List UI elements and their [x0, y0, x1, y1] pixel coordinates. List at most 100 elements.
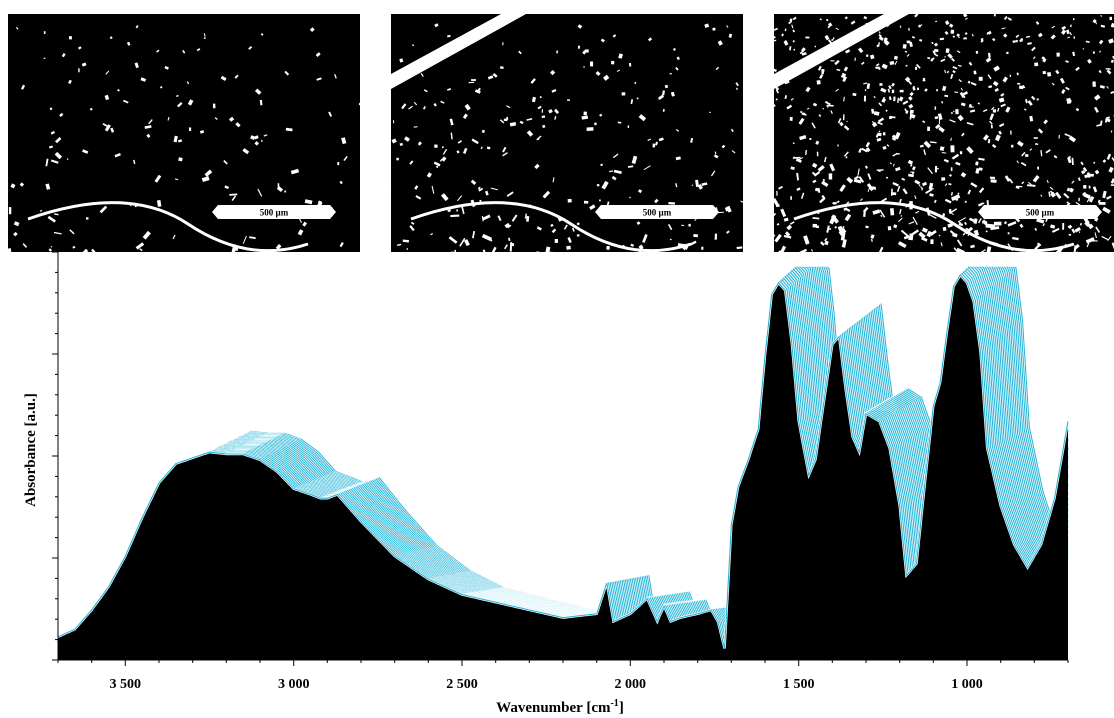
speckle: [456, 150, 460, 154]
speckle: [1029, 148, 1033, 151]
speckle: [628, 62, 632, 67]
speckle: [78, 68, 80, 73]
speckle: [893, 55, 898, 60]
speckle: [912, 86, 916, 91]
speckle: [1000, 92, 1005, 97]
speckle: [583, 111, 587, 116]
speckle: [1001, 27, 1006, 30]
speckle: [404, 136, 410, 142]
speckle: [898, 96, 904, 102]
speckle: [248, 46, 253, 50]
spectra-stack: [57, 265, 1070, 660]
speckle: [1061, 29, 1067, 35]
speckle: [873, 111, 880, 116]
speckle: [908, 221, 915, 225]
speckle: [655, 141, 659, 146]
speckle: [852, 92, 857, 97]
speckle: [172, 234, 176, 240]
speckle: [915, 66, 918, 70]
speckle: [958, 222, 964, 227]
speckle: [776, 223, 780, 226]
speckle: [830, 60, 835, 62]
speckle: [867, 173, 872, 180]
speckle: [853, 175, 860, 180]
speckle: [978, 76, 983, 81]
speckle: [790, 98, 793, 101]
speckle: [54, 151, 63, 160]
speckle: [944, 94, 949, 98]
speckle: [249, 236, 256, 240]
speckle: [961, 132, 965, 137]
speckle: [1012, 236, 1019, 241]
speckle: [1098, 69, 1102, 74]
speckle: [1020, 38, 1023, 42]
speckle: [1099, 85, 1105, 89]
speckle: [19, 182, 25, 187]
speckle: [824, 100, 831, 106]
speckle: [912, 166, 916, 171]
speckle: [511, 214, 518, 222]
x-tick-label: 2 500: [446, 677, 478, 692]
speckle: [537, 105, 542, 110]
fiber-streak: [27, 201, 309, 252]
speckle: [1043, 119, 1048, 125]
speckle: [1042, 70, 1047, 75]
speckle: [55, 137, 62, 144]
speckle: [91, 248, 96, 252]
speckle: [893, 224, 898, 229]
speckle: [952, 232, 958, 238]
speckle: [1071, 228, 1076, 234]
speckle: [857, 168, 860, 176]
speckle: [1005, 51, 1009, 55]
speckle: [721, 144, 726, 149]
speckle: [908, 103, 914, 109]
speckle: [1055, 69, 1060, 75]
speckle: [929, 229, 937, 237]
speckle: [81, 62, 87, 67]
speckle: [548, 109, 553, 114]
speckle: [783, 234, 792, 239]
speckle: [1049, 190, 1054, 194]
speckle: [908, 173, 914, 178]
speckle: [8, 248, 12, 252]
speckle: [110, 127, 115, 133]
speckle: [1037, 128, 1044, 134]
speckle: [829, 227, 832, 231]
speckle: [875, 63, 880, 67]
speckle: [1079, 222, 1083, 226]
speckle: [921, 236, 928, 242]
speckle: [812, 179, 817, 184]
speckle: [1003, 16, 1008, 21]
speckle: [898, 217, 903, 223]
speckle: [1007, 232, 1010, 235]
speckle: [701, 246, 704, 250]
speckle: [315, 52, 321, 58]
speckle: [135, 25, 139, 29]
speckle: [810, 249, 814, 252]
speckle: [821, 194, 825, 199]
speckle: [714, 233, 718, 240]
speckle: [304, 199, 313, 205]
speckle: [1027, 181, 1032, 185]
speckle: [470, 179, 477, 185]
speckle: [1102, 159, 1107, 163]
speckle: [636, 97, 639, 100]
speckle: [953, 247, 959, 252]
speckle: [950, 145, 955, 153]
speckle: [399, 142, 403, 146]
speckle: [1084, 174, 1089, 179]
speckle: [950, 191, 953, 196]
speckle: [861, 61, 865, 66]
speckle: [899, 208, 902, 215]
speckle: [958, 64, 962, 67]
speckle: [139, 248, 143, 252]
speckle: [182, 49, 186, 54]
speckle: [888, 96, 892, 101]
speckle: [731, 150, 736, 154]
speckle: [780, 245, 787, 252]
speckle: [1046, 72, 1052, 77]
speckle: [947, 53, 953, 59]
speckle: [1092, 51, 1095, 54]
speckle: [1032, 56, 1036, 60]
speckle: [811, 171, 816, 176]
